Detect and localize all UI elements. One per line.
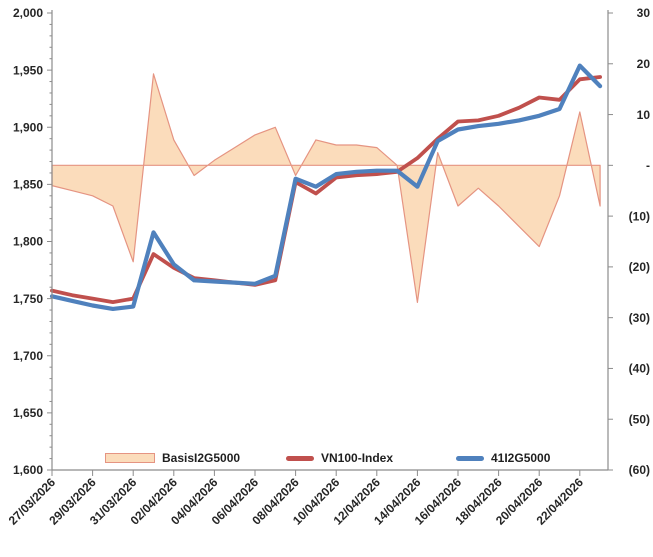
- right-axis-tick-label: (20): [629, 260, 650, 274]
- right-axis-tick-label: (50): [629, 412, 650, 426]
- right-axis-tick-label: 10: [637, 108, 651, 122]
- left-axis-tick-label: 1,750: [13, 292, 43, 306]
- right-axis-tick-label: (60): [629, 463, 650, 477]
- right-axis-tick-label: -: [646, 159, 650, 173]
- left-axis-tick-label: 2,000: [13, 6, 43, 20]
- right-axis-tick-label: 20: [637, 57, 651, 71]
- left-axis-tick-label: 1,700: [13, 349, 43, 363]
- left-axis-tick-label: 1,850: [13, 178, 43, 192]
- basis-area-series: [51, 73, 601, 303]
- left-axis-tick-label: 1,600: [13, 463, 43, 477]
- left-axis-tick-label: 1,800: [13, 235, 43, 249]
- right-axis-tick-label: (10): [629, 209, 650, 223]
- 41i2g5000-series: [49, 63, 603, 311]
- left-axis-tick-label: 1,900: [13, 120, 43, 134]
- right-axis-tick-label: 30: [637, 6, 651, 20]
- left-axis-tick-label: 1,950: [13, 63, 43, 77]
- left-axis-tick-label: 1,650: [13, 406, 43, 420]
- right-axis-tick-label: (30): [629, 311, 650, 325]
- right-axis-tick-label: (40): [629, 362, 650, 376]
